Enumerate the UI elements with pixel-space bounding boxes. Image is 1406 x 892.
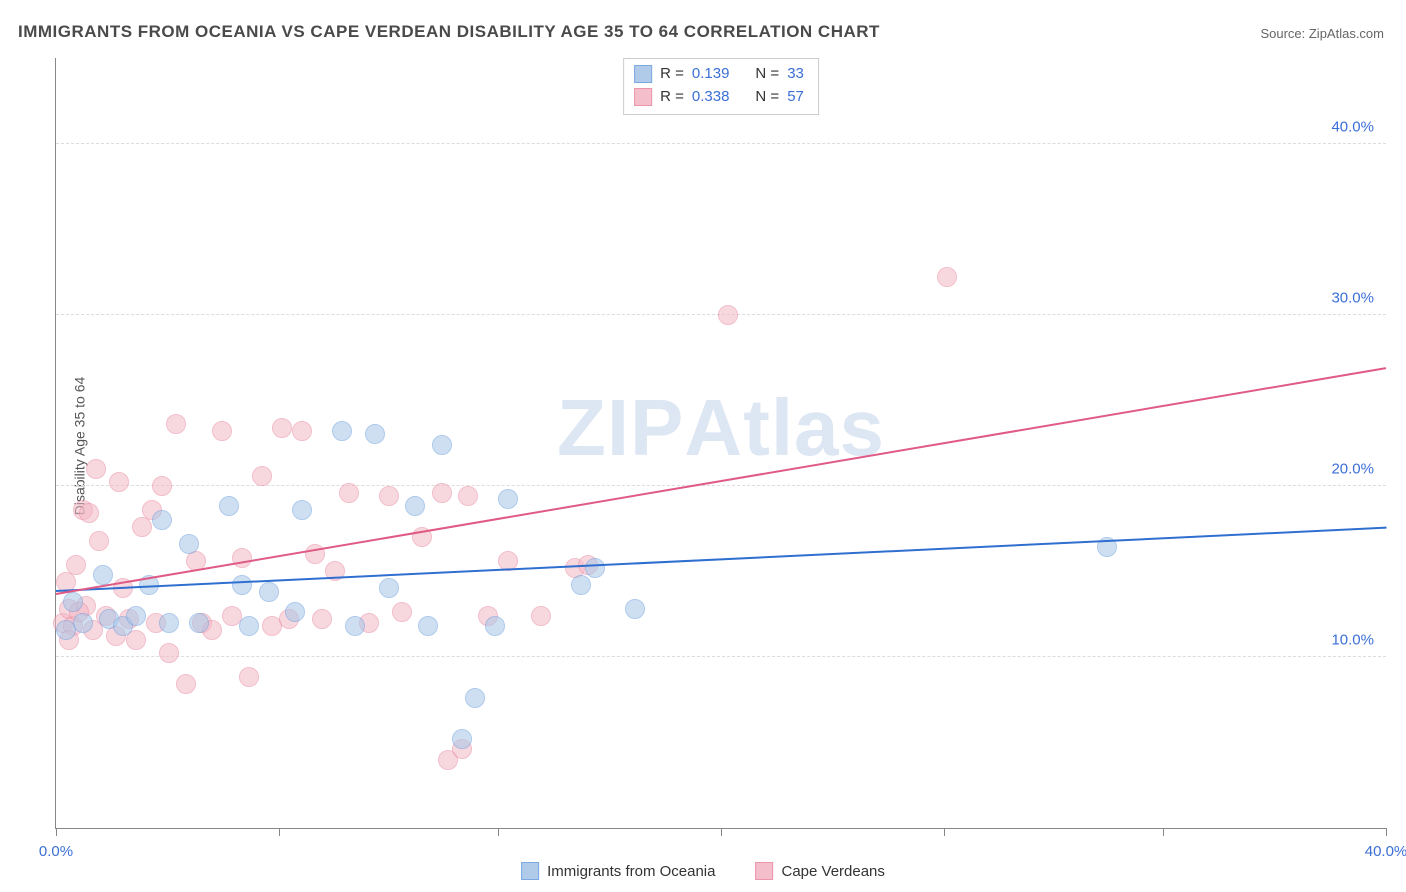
legend-swatch-b: [755, 862, 773, 880]
scatter-point: [152, 510, 172, 530]
scatter-point: [159, 643, 179, 663]
scatter-point: [432, 483, 452, 503]
y-tick-label: 20.0%: [1331, 460, 1374, 477]
scatter-point: [485, 616, 505, 636]
legend-label-b: Cape Verdeans: [781, 863, 884, 880]
x-tick: [944, 828, 945, 836]
scatter-point: [332, 421, 352, 441]
x-tick-label: 0.0%: [39, 843, 73, 860]
scatter-point: [86, 459, 106, 479]
swatch-series-b: [634, 88, 652, 106]
x-tick-label: 40.0%: [1365, 843, 1406, 860]
source-attribution: Source: ZipAtlas.com: [1260, 26, 1384, 41]
gridline: [56, 485, 1386, 486]
scatter-point: [292, 500, 312, 520]
scatter-point: [718, 305, 738, 325]
n-value-a: 33: [787, 63, 804, 86]
scatter-point: [571, 575, 591, 595]
scatter-point: [176, 674, 196, 694]
scatter-point: [405, 496, 425, 516]
scatter-point: [625, 599, 645, 619]
stats-row-series-a: R = 0.139 N = 33: [634, 63, 804, 86]
scatter-point: [89, 531, 109, 551]
scatter-point: [166, 414, 186, 434]
scatter-point: [432, 435, 452, 455]
scatter-point: [452, 729, 472, 749]
y-tick-label: 10.0%: [1331, 631, 1374, 648]
correlation-stats-box: R = 0.139 N = 33 R = 0.338 N = 57: [623, 58, 819, 115]
scatter-point: [531, 606, 551, 626]
scatter-point: [152, 476, 172, 496]
scatter-point: [392, 602, 412, 622]
scatter-point: [93, 565, 113, 585]
n-label: N =: [755, 63, 779, 86]
scatter-point: [219, 496, 239, 516]
x-tick: [498, 828, 499, 836]
scatter-point: [379, 486, 399, 506]
y-tick-label: 30.0%: [1331, 289, 1374, 306]
chart-container: IMMIGRANTS FROM OCEANIA VS CAPE VERDEAN …: [0, 0, 1406, 892]
scatter-point: [66, 555, 86, 575]
r-value-b: 0.338: [692, 86, 730, 109]
scatter-point: [232, 548, 252, 568]
scatter-point: [585, 558, 605, 578]
scatter-point: [418, 616, 438, 636]
n-value-b: 57: [787, 86, 804, 109]
scatter-point: [458, 486, 478, 506]
scatter-point: [239, 667, 259, 687]
x-tick: [56, 828, 57, 836]
scatter-point: [132, 517, 152, 537]
scatter-point: [285, 602, 305, 622]
n-label: N =: [755, 86, 779, 109]
r-label: R =: [660, 86, 684, 109]
scatter-point: [339, 483, 359, 503]
scatter-point: [79, 503, 99, 523]
legend-swatch-a: [521, 862, 539, 880]
legend-label-a: Immigrants from Oceania: [547, 863, 715, 880]
scatter-point: [189, 613, 209, 633]
gridline: [56, 656, 1386, 657]
x-tick: [1163, 828, 1164, 836]
scatter-point: [292, 421, 312, 441]
watermark-strong: ZIP: [557, 383, 684, 472]
scatter-point: [232, 575, 252, 595]
x-tick: [279, 828, 280, 836]
scatter-point: [272, 418, 292, 438]
scatter-point: [73, 613, 93, 633]
scatter-point: [312, 609, 332, 629]
scatter-plot-area: ZIPAtlas R = 0.139 N = 33 R = 0.338 N = …: [55, 58, 1386, 829]
legend-item-a: Immigrants from Oceania: [521, 862, 715, 880]
gridline: [56, 143, 1386, 144]
scatter-point: [379, 578, 399, 598]
swatch-series-a: [634, 65, 652, 83]
r-value-a: 0.139: [692, 63, 730, 86]
source-label: Source:: [1260, 26, 1308, 41]
scatter-point: [63, 592, 83, 612]
scatter-point: [179, 534, 199, 554]
scatter-point: [345, 616, 365, 636]
scatter-point: [126, 606, 146, 626]
scatter-point: [109, 472, 129, 492]
scatter-point: [212, 421, 232, 441]
scatter-point: [239, 616, 259, 636]
r-label: R =: [660, 63, 684, 86]
scatter-point: [159, 613, 179, 633]
legend-item-b: Cape Verdeans: [755, 862, 884, 880]
scatter-point: [252, 466, 272, 486]
scatter-point: [498, 489, 518, 509]
bottom-legend: Immigrants from Oceania Cape Verdeans: [521, 862, 885, 880]
x-tick: [1386, 828, 1387, 836]
chart-title: IMMIGRANTS FROM OCEANIA VS CAPE VERDEAN …: [18, 22, 880, 42]
scatter-point: [365, 424, 385, 444]
x-tick: [721, 828, 722, 836]
stats-row-series-b: R = 0.338 N = 57: [634, 86, 804, 109]
source-link[interactable]: ZipAtlas.com: [1309, 26, 1384, 41]
scatter-point: [465, 688, 485, 708]
scatter-point: [937, 267, 957, 287]
y-tick-label: 40.0%: [1331, 118, 1374, 135]
scatter-point: [259, 582, 279, 602]
